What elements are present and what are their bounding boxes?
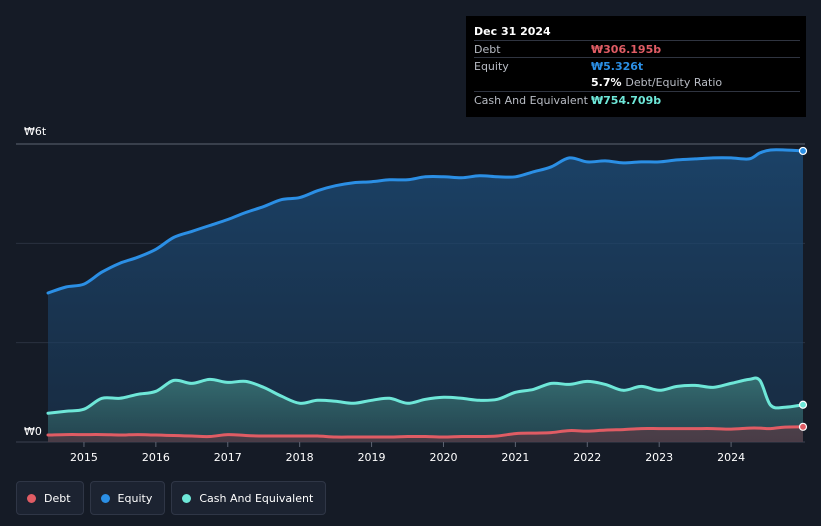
tooltip-date: Dec 31 2024: [474, 25, 551, 38]
x-tick-label: 2021: [501, 451, 529, 464]
tooltip-debt-value: ₩306.195b: [591, 43, 662, 56]
series-lines: [46, 148, 805, 439]
x-tick-label: 2020: [429, 451, 457, 464]
x-tick-label: 2024: [717, 451, 745, 464]
x-tick-label: 2023: [645, 451, 673, 464]
x-tick-label: 2017: [214, 451, 242, 464]
legend-debt-toggle[interactable]: Debt: [16, 481, 84, 515]
y-axis-zero-label: ₩0: [24, 425, 42, 438]
legend-debt-label: Debt: [44, 491, 71, 505]
equity-area: [48, 149, 803, 442]
debt-endpoint: [798, 422, 808, 431]
legend-equity-toggle[interactable]: Equity: [89, 481, 166, 515]
debt-dot-icon: [27, 493, 36, 503]
x-tick-label: 2022: [573, 451, 601, 464]
legend-cash-label: Cash And Equivalent: [199, 491, 314, 505]
tooltip-ratio-value: 5.7%: [591, 76, 622, 89]
equity-line: [46, 148, 805, 295]
cash-area: [48, 378, 803, 442]
legend-cash-toggle[interactable]: Cash And Equivalent: [171, 481, 327, 515]
tooltip: Dec 31 2024 Debt ₩306.195b Equity ₩5.326…: [466, 16, 806, 117]
tooltip-cash-value: ₩754.709b: [591, 94, 662, 107]
equity-endpoint: [798, 146, 808, 156]
tooltip-ratio-label: Debt/Equity Ratio: [625, 76, 723, 89]
x-tick-label: 2018: [286, 451, 314, 464]
tooltip-equity-row: Equity ₩5.326t: [474, 57, 800, 75]
cash-line: [46, 376, 805, 415]
tooltip-ratio-row: 5.7% Debt/Equity Ratio: [474, 74, 800, 91]
y-axis-top-label: ₩6t: [24, 125, 47, 138]
tooltip-cash-row: Cash And Equivalent ₩754.709b: [474, 91, 800, 109]
tooltip-debt-label: Debt: [474, 43, 501, 56]
tooltip-debt-row: Debt ₩306.195b: [474, 40, 800, 58]
tooltip-cash-label: Cash And Equivalent: [474, 94, 588, 107]
cash-endpoint: [798, 400, 808, 409]
legend: Debt Equity Cash And Equivalent: [16, 481, 327, 515]
tooltip-ratio: 5.7% Debt/Equity Ratio: [591, 76, 722, 89]
tooltip-equity-label: Equity: [474, 60, 509, 73]
legend-equity-label: Equity: [117, 491, 153, 505]
x-axis: 2015 2016 2017 2018 2019 2020 2021 2022 2023 2024: [70, 442, 745, 464]
x-tick-label: 2019: [358, 451, 386, 464]
cash-dot-icon: [182, 493, 192, 503]
equity-dot-icon: [100, 493, 110, 503]
tooltip-equity-value: ₩5.326t: [591, 60, 644, 73]
series-endpoints: [798, 146, 808, 431]
x-tick-label: 2016: [142, 451, 170, 464]
debt-line: [46, 425, 805, 439]
series-areas: [48, 149, 803, 442]
x-tick-label: 2015: [70, 451, 98, 464]
